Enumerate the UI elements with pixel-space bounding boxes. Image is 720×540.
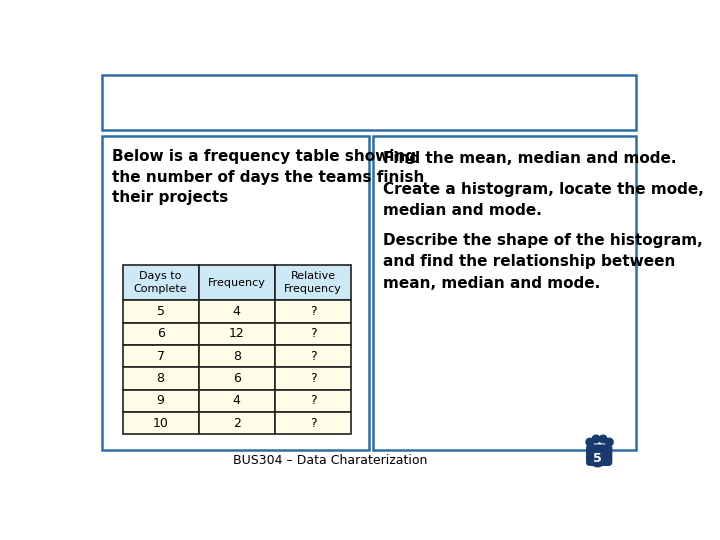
Bar: [122, 265, 199, 300]
Bar: [275, 412, 351, 434]
Bar: [275, 390, 351, 412]
Text: 4: 4: [233, 394, 240, 407]
Text: 9: 9: [157, 394, 165, 407]
Bar: [199, 323, 275, 345]
Bar: [275, 367, 351, 390]
Text: Create a histogram, locate the mode,
median and mode.: Create a histogram, locate the mode, med…: [383, 182, 704, 219]
Text: ?: ?: [310, 394, 316, 407]
Text: ?: ?: [310, 350, 316, 363]
Text: 7: 7: [157, 350, 165, 363]
Bar: [102, 136, 369, 450]
Text: 12: 12: [229, 327, 245, 340]
Text: Frequency: Frequency: [208, 278, 266, 288]
Bar: [275, 345, 351, 367]
Bar: [122, 390, 199, 412]
Bar: [199, 300, 275, 323]
Text: ?: ?: [310, 327, 316, 340]
Circle shape: [589, 450, 606, 467]
Text: 8: 8: [233, 350, 240, 363]
Bar: [199, 412, 275, 434]
Text: 6: 6: [233, 372, 240, 385]
Text: 8: 8: [157, 372, 165, 385]
Text: ?: ?: [310, 372, 316, 385]
Bar: [122, 323, 199, 345]
Circle shape: [599, 435, 607, 443]
Text: 6: 6: [157, 327, 165, 340]
Text: ?: ?: [310, 305, 316, 318]
Text: 10: 10: [153, 417, 168, 430]
Circle shape: [606, 438, 613, 446]
Circle shape: [593, 435, 600, 443]
Text: 5: 5: [157, 305, 165, 318]
Bar: [275, 265, 351, 300]
Text: Days to
Complete: Days to Complete: [134, 271, 187, 294]
Text: ?: ?: [310, 417, 316, 430]
Circle shape: [586, 438, 594, 446]
Bar: [275, 300, 351, 323]
Text: Find the mean, median and mode.: Find the mean, median and mode.: [383, 151, 677, 166]
Bar: [199, 345, 275, 367]
Text: BUS304 – Data Charaterization: BUS304 – Data Charaterization: [233, 454, 428, 467]
Text: 5: 5: [593, 452, 602, 465]
Bar: [122, 367, 199, 390]
Text: Relative
Frequency: Relative Frequency: [284, 271, 342, 294]
Text: Describe the shape of the histogram,
and find the relationship between
mean, med: Describe the shape of the histogram, and…: [383, 233, 703, 291]
Text: 4: 4: [233, 305, 240, 318]
Text: the number of days the teams finish: the number of days the teams finish: [112, 170, 424, 185]
Bar: [275, 323, 351, 345]
Bar: [122, 345, 199, 367]
Bar: [122, 412, 199, 434]
Text: 2: 2: [233, 417, 240, 430]
Bar: [199, 390, 275, 412]
Bar: [122, 300, 199, 323]
Text: their projects: their projects: [112, 190, 228, 205]
Bar: [102, 75, 636, 130]
Bar: [373, 136, 636, 450]
Text: Below is a frequency table showing: Below is a frequency table showing: [112, 150, 415, 165]
Bar: [199, 265, 275, 300]
FancyBboxPatch shape: [586, 444, 612, 466]
Bar: [199, 367, 275, 390]
